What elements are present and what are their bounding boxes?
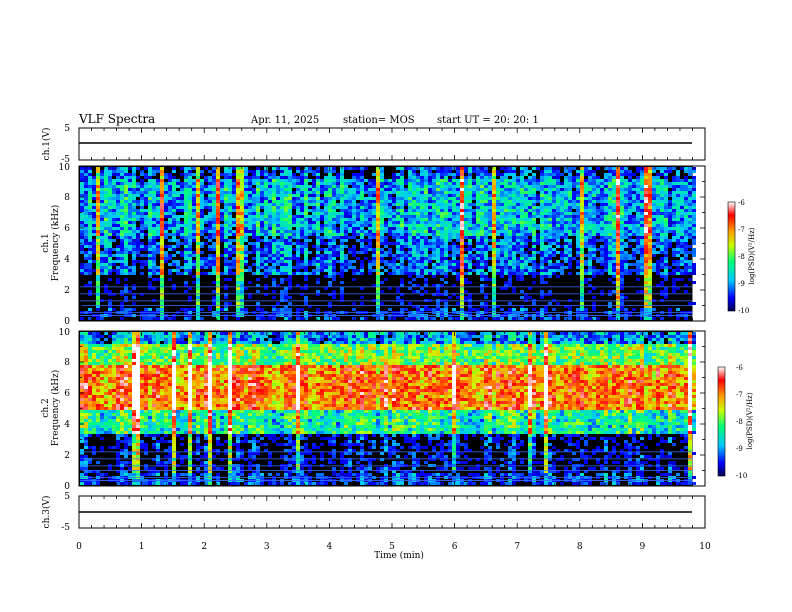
ch2-cb-tick-neg7: -7 — [736, 391, 743, 399]
ch2-spectrogram-ylabel-channel: ch.2 — [41, 398, 51, 417]
xtick-3: 3 — [264, 542, 270, 552]
xtick-6: 6 — [452, 542, 458, 552]
ch1-ytick-2: 2 — [64, 286, 70, 296]
ch1-colorbar: -6 -7 -8 -9 -10 log(PSD)(V²/Hz) — [727, 199, 756, 315]
ch2-ytick-6: 6 — [64, 389, 70, 399]
ch1-spectrogram-image — [79, 166, 696, 321]
x-tick-marks — [78, 128, 706, 528]
figure-title: VLF Spectra — [78, 112, 155, 126]
ch1-ytick-4: 4 — [64, 255, 70, 265]
ch2-colorbar: -6 -7 -8 -9 -10 log(PSD)(V²/Hz) — [717, 364, 754, 480]
ch3-ytick-5: 5 — [64, 492, 70, 502]
xtick-2: 2 — [201, 542, 207, 552]
ch1-waveform-panel: 5 -5 ch.1(V) — [41, 124, 706, 165]
x-tick-labels: 0 1 2 3 4 5 6 7 8 9 10 — [76, 542, 711, 552]
ch2-ytick-0: 0 — [64, 482, 70, 492]
station-label: station= MOS — [343, 115, 415, 126]
ch1-cb-tick-neg10: -10 — [738, 307, 749, 315]
ch1-cb-tick-neg8: -8 — [738, 253, 745, 261]
ch1-ytick-neg5: -5 — [61, 155, 70, 165]
ch3-waveform-panel: 5 -5 ch.3(V) — [41, 492, 706, 533]
ch2-cb-tick-neg8: -8 — [736, 418, 743, 426]
ch2-colorbar-label: log(PSD)(V²/Hz) — [746, 392, 754, 449]
x-axis-label: Time (min) — [374, 550, 424, 561]
ch1-ytick-5: 5 — [64, 124, 70, 134]
ch1-ytick-0: 0 — [64, 317, 70, 327]
xtick-7: 7 — [514, 542, 520, 552]
ch1-ytick-10: 10 — [59, 163, 71, 173]
ch3-waveform-ylabel: ch.3(V) — [41, 496, 52, 529]
ch2-colorbar-scale — [717, 366, 726, 477]
xtick-9: 9 — [640, 542, 646, 552]
ch1-spectrogram-panel: 0 2 4 6 8 10 ch.1 Frequency (kHz) — [41, 163, 706, 327]
xtick-10: 10 — [699, 542, 711, 552]
ch2-cb-tick-neg9: -9 — [736, 445, 743, 453]
ch1-spectrogram-ylabel-frequency: Frequency (kHz) — [50, 205, 61, 282]
ch1-colorbar-label: log(PSD)(V²/Hz) — [748, 227, 756, 284]
ch2-ytick-4: 4 — [64, 420, 70, 430]
ch2-cb-tick-neg6: -6 — [736, 364, 743, 372]
ch1-waveform-frame — [78, 127, 706, 161]
ch1-ytick-8: 8 — [64, 193, 70, 203]
xtick-0: 0 — [76, 542, 82, 552]
ch1-spectrogram-ylabel-channel: ch.1 — [41, 233, 51, 252]
ch2-ytick-10: 10 — [59, 328, 71, 338]
xtick-5: 5 — [389, 542, 395, 552]
ch2-ytick-2: 2 — [64, 451, 70, 461]
xtick-1: 1 — [139, 542, 145, 552]
ch1-colorbar-scale — [727, 201, 736, 312]
ch2-spectrogram-image — [79, 331, 696, 486]
ch1-cb-tick-neg6: -6 — [738, 199, 745, 207]
ch2-spectrogram-panel: 0 2 4 6 8 10 ch.2 Frequency (kHz) — [41, 328, 706, 492]
ch2-spectrogram-ylabel-frequency: Frequency (kHz) — [50, 370, 61, 447]
ch1-waveform-ylabel: ch.1(V) — [41, 128, 52, 161]
date-label: Apr. 11, 2025 — [250, 115, 319, 126]
ch2-ytick-8: 8 — [64, 358, 70, 368]
ch1-cb-tick-neg9: -9 — [738, 280, 745, 288]
ch1-ytick-6: 6 — [64, 224, 70, 234]
xtick-4: 4 — [327, 542, 333, 552]
ch2-cb-tick-neg10: -10 — [736, 472, 747, 480]
start-time-label: start UT = 20: 20: 1 — [437, 115, 539, 126]
ch3-ytick-neg5: -5 — [61, 523, 70, 533]
xtick-8: 8 — [577, 542, 583, 552]
ch1-cb-tick-neg7: -7 — [738, 226, 745, 234]
